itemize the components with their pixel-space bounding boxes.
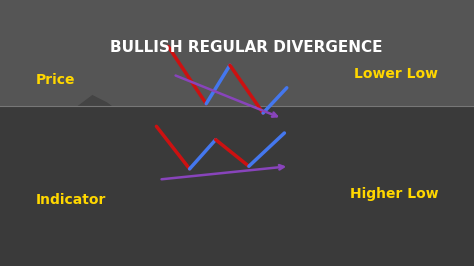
Text: Indicator: Indicator xyxy=(36,193,106,206)
Polygon shape xyxy=(78,96,111,106)
Text: BULLISH REGULAR DIVERGENCE: BULLISH REGULAR DIVERGENCE xyxy=(110,40,383,55)
Bar xyxy=(0,0,474,106)
Text: Higher Low: Higher Low xyxy=(350,187,438,201)
Text: Price: Price xyxy=(36,73,75,87)
Text: Lower Low: Lower Low xyxy=(355,68,438,81)
